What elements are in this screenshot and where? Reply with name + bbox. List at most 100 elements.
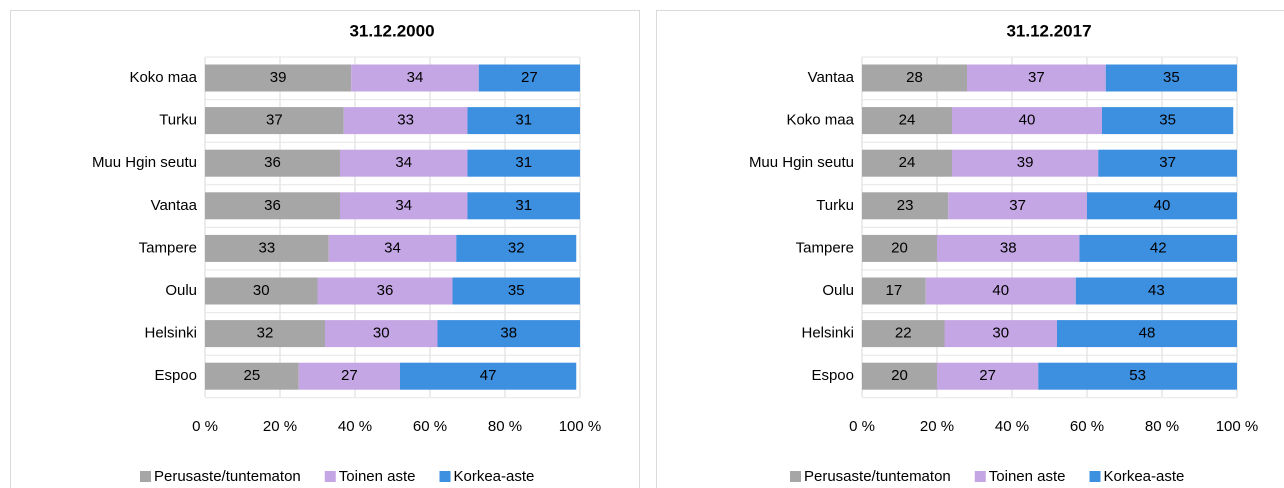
bar-segment — [205, 107, 344, 135]
y-tick-label: Espoo — [154, 367, 197, 384]
bar-segment — [862, 149, 952, 177]
bar-segment — [862, 320, 945, 348]
bar-segment — [1087, 192, 1237, 220]
bar-segment — [862, 277, 926, 305]
data-label: 23 — [897, 197, 914, 214]
bar-segment — [937, 234, 1080, 262]
bar-segment — [1105, 64, 1237, 92]
bar-segment — [1057, 320, 1237, 348]
y-tick-label: Muu Hgin seutu — [749, 154, 854, 171]
data-label: 42 — [1150, 239, 1167, 256]
legend-swatch — [790, 471, 801, 482]
x-tick-label: 0 % — [192, 418, 218, 435]
bar-segment — [1038, 362, 1237, 390]
legend-label: Korkea-aste — [454, 468, 535, 485]
data-label: 36 — [264, 154, 281, 171]
bar-segment — [340, 149, 468, 177]
data-label: 30 — [253, 282, 270, 299]
bar-segment — [205, 192, 340, 220]
bar-segment — [452, 277, 580, 305]
data-label: 25 — [244, 367, 261, 384]
data-label: 20 — [891, 367, 908, 384]
bar-segment — [400, 362, 577, 390]
y-tick-label: Turku — [159, 112, 197, 129]
data-label: 24 — [899, 154, 916, 171]
data-label: 27 — [521, 69, 538, 86]
data-label: 32 — [257, 325, 274, 342]
bar-segment — [325, 320, 438, 348]
data-label: 53 — [1129, 367, 1146, 384]
data-label: 32 — [508, 239, 525, 256]
bar-segment — [205, 149, 340, 177]
bar-segment — [1079, 234, 1237, 262]
data-label: 24 — [899, 112, 916, 129]
data-label: 39 — [1017, 154, 1034, 171]
data-label: 36 — [264, 197, 281, 214]
y-tick-label: Oulu — [822, 282, 854, 299]
data-label: 31 — [515, 197, 532, 214]
chart-title: 31.12.2017 — [1006, 21, 1091, 40]
bar-segment — [862, 362, 937, 390]
x-tick-label: 0 % — [849, 418, 875, 435]
data-label: 30 — [373, 325, 390, 342]
bar-segment — [205, 320, 325, 348]
legend-swatch — [439, 471, 451, 482]
data-label: 35 — [1159, 112, 1176, 129]
data-label: 48 — [1139, 325, 1156, 342]
data-label: 34 — [384, 239, 401, 256]
bar-segment — [437, 320, 580, 348]
data-label: 30 — [992, 325, 1009, 342]
x-tick-label: 80 % — [1145, 418, 1179, 435]
data-label: 35 — [1163, 69, 1180, 86]
data-label: 31 — [515, 154, 532, 171]
y-tick-label: Vantaa — [151, 197, 198, 214]
y-tick-label: Helsinki — [144, 325, 197, 342]
data-label: 39 — [270, 69, 287, 86]
data-label: 33 — [397, 112, 414, 129]
x-tick-label: 80 % — [488, 418, 522, 435]
data-label: 37 — [1028, 69, 1045, 86]
x-tick-label: 100 % — [559, 418, 602, 435]
bar-segment — [456, 234, 577, 262]
data-label: 38 — [1000, 239, 1017, 256]
bar-segment — [948, 192, 1087, 220]
bar-segment — [205, 277, 318, 305]
bar-segment — [1075, 277, 1237, 305]
data-label: 40 — [1154, 197, 1171, 214]
bar-segment — [467, 107, 580, 135]
data-label: 43 — [1148, 282, 1165, 299]
legend-swatch — [140, 471, 151, 482]
legend-label: Toinen aste — [339, 468, 416, 485]
x-tick-label: 40 % — [995, 418, 1029, 435]
bar-segment — [205, 64, 352, 92]
data-label: 33 — [259, 239, 276, 256]
y-tick-label: Tampere — [796, 239, 854, 256]
data-label: 28 — [906, 69, 923, 86]
data-label: 17 — [886, 282, 903, 299]
x-tick-label: 20 % — [263, 418, 297, 435]
bars: 28 37 35 24 40 35 24 39 37 23 37 40 20 38 42 17 40 43 22 30… — [862, 64, 1237, 390]
data-label: 27 — [979, 367, 996, 384]
bar-segment — [317, 277, 453, 305]
bars: 39 34 27 37 33 31 36 34 31 36 34 31 33 34 32 30 36 35 32 30… — [205, 64, 580, 390]
y-tick-label: Koko maa — [129, 69, 197, 86]
data-label: 31 — [515, 112, 532, 129]
bar-segment — [351, 64, 479, 92]
data-label: 38 — [500, 325, 517, 342]
x-tick-label: 20 % — [920, 418, 954, 435]
data-label: 37 — [266, 112, 283, 129]
x-tick-label: 60 % — [1070, 418, 1104, 435]
legend-swatch — [324, 471, 336, 482]
x-tick-label: 100 % — [1216, 418, 1259, 435]
bar-segment — [862, 234, 937, 262]
bar-segment — [340, 192, 468, 220]
data-label: 37 — [1159, 154, 1176, 171]
bar-segment — [862, 192, 949, 220]
data-label: 27 — [341, 367, 358, 384]
bar-segment — [328, 234, 457, 262]
bar-segment — [925, 277, 1076, 305]
bar-segment — [1098, 149, 1237, 177]
bar-segment — [1102, 107, 1234, 135]
data-label: 20 — [891, 239, 908, 256]
